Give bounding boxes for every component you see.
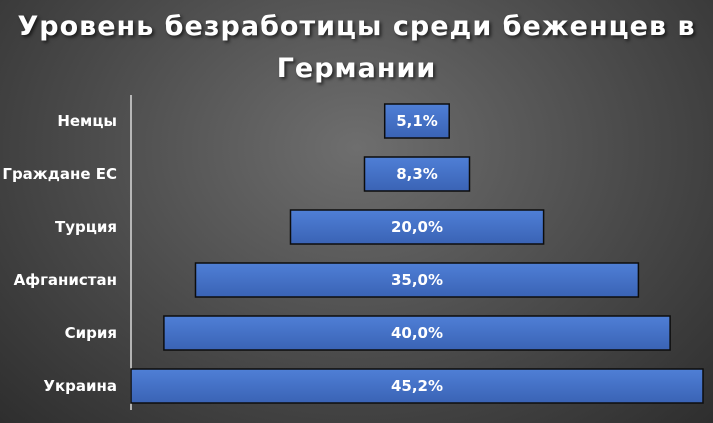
bar-3 [289,209,545,245]
value-label-1: 5,1% [396,112,438,130]
bars-layer: 5,1% Немцы 8,3% Граждане ЕС 20,0% Турция 35,0%… [2,103,704,404]
category-label-6: Украина [43,377,117,395]
category-label-5: Сирия [65,324,117,342]
value-label-5: 40,0% [391,324,443,342]
bar-4 [194,262,640,298]
value-label-4: 35,0% [391,271,443,289]
value-label-6: 45,2% [391,377,443,395]
category-label-3: Турция [55,218,117,236]
bar-6 [130,368,704,404]
chart-title: Уровень безработицы среди беженцев в Гер… [17,11,696,84]
category-label-4: Афганистан [14,271,117,289]
category-label-2: Граждане ЕС [2,165,117,183]
bar-1 [383,103,450,139]
bar-5 [163,315,671,351]
category-label-1: Немцы [57,112,117,130]
bar-2 [363,156,471,192]
value-label-3: 20,0% [391,218,443,236]
value-label-2: 8,3% [396,165,438,183]
